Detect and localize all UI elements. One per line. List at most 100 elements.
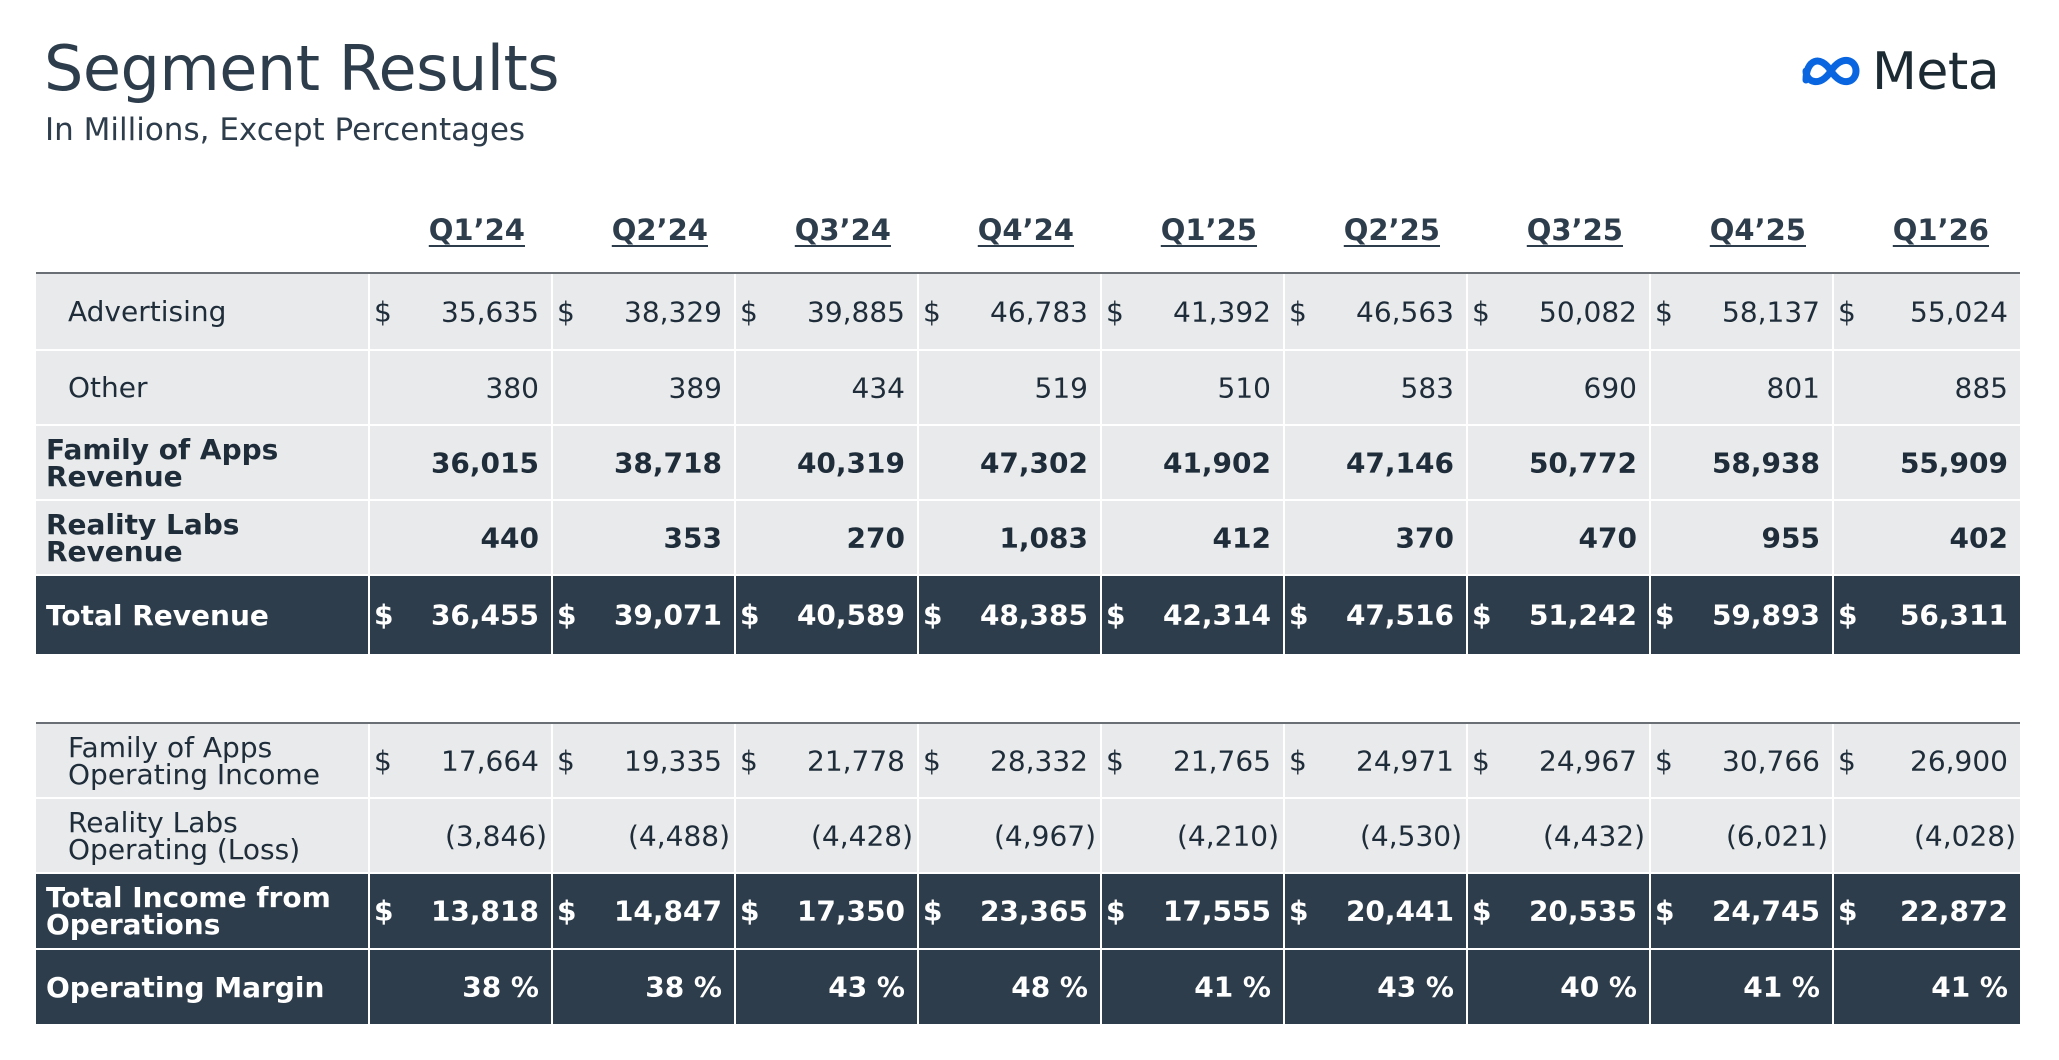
value-cell: 36,015 xyxy=(370,426,553,499)
currency-symbol: $ xyxy=(1106,744,1124,777)
cell-value: 21,778 xyxy=(807,744,905,777)
value-cell: 801 xyxy=(1651,351,1834,424)
cell-value: 39,071 xyxy=(613,598,722,632)
cell-value: 30,766 xyxy=(1722,744,1820,777)
value-cell: $51,242 xyxy=(1468,576,1651,654)
value-cell: $47,516 xyxy=(1285,576,1468,654)
currency-symbol: $ xyxy=(740,295,758,328)
value-cell: 41,902 xyxy=(1102,426,1285,499)
row-label: Other xyxy=(68,371,148,404)
row-label-cell: Reality Labs Revenue xyxy=(36,501,370,574)
cell-value: 41,392 xyxy=(1173,295,1271,328)
column-header-row: Q1’24 Q2’24 Q3’24 Q4’24 Q1’25 Q2’25 Q3’25 Q4’25… xyxy=(0,213,2059,263)
cell-value: 28,332 xyxy=(990,744,1088,777)
cell-value: 50,772 xyxy=(1528,446,1637,479)
value-cell: $42,314 xyxy=(1102,576,1285,654)
cell-value: 801 xyxy=(1766,371,1820,404)
row-label-cell: Reality Labs Operating (Loss) xyxy=(36,799,370,872)
value-cell: $38,329 xyxy=(553,274,736,349)
currency-symbol: $ xyxy=(1289,598,1309,632)
row-label-cell: Other xyxy=(36,351,370,424)
currency-symbol: $ xyxy=(1655,894,1675,928)
currency-symbol: $ xyxy=(923,598,943,632)
row-label-cell: Family of Apps Revenue xyxy=(36,426,370,499)
value-cell: 380 xyxy=(370,351,553,424)
cell-value: 22,872 xyxy=(1899,894,2008,928)
value-cell: 38,718 xyxy=(553,426,736,499)
currency-symbol: $ xyxy=(374,744,392,777)
value-cell: (4,488) xyxy=(553,799,736,872)
cell-value: 50,082 xyxy=(1539,295,1637,328)
cell-value: 13,818 xyxy=(430,894,539,928)
cell-value: 434 xyxy=(851,371,905,404)
value-cell: $35,635 xyxy=(370,274,553,349)
currency-symbol: $ xyxy=(740,894,760,928)
value-cell: $56,311 xyxy=(1834,576,2020,654)
currency-symbol: $ xyxy=(1472,598,1492,632)
cell-value: 690 xyxy=(1583,371,1637,404)
value-cell: $30,766 xyxy=(1651,724,1834,797)
currency-symbol: $ xyxy=(1289,894,1309,928)
value-cell: $46,783 xyxy=(919,274,1102,349)
cell-value: 402 xyxy=(1949,521,2008,554)
currency-symbol: $ xyxy=(1106,894,1126,928)
cell-value: 412 xyxy=(1212,521,1271,554)
value-cell: $41,392 xyxy=(1102,274,1285,349)
value-cell: 41 % xyxy=(1834,950,2020,1024)
value-cell: 434 xyxy=(736,351,919,424)
cell-value: 1,083 xyxy=(999,521,1088,554)
cell-value: 46,783 xyxy=(990,295,1088,328)
cell-value: 41 % xyxy=(1194,970,1271,1004)
value-cell: $24,971 xyxy=(1285,724,1468,797)
value-cell: (4,210) xyxy=(1102,799,1285,872)
cell-value: 17,555 xyxy=(1162,894,1271,928)
currency-symbol: $ xyxy=(1472,744,1490,777)
cell-value: 20,441 xyxy=(1345,894,1454,928)
cell-value: 38 % xyxy=(462,970,539,1004)
value-cell: $21,778 xyxy=(736,724,919,797)
meta-wordmark: Meta xyxy=(1872,42,2000,102)
cell-value: 955 xyxy=(1761,521,1820,554)
row-label: Operating Margin xyxy=(46,970,325,1004)
column-header: Q1’24 xyxy=(370,213,525,247)
value-cell: 583 xyxy=(1285,351,1468,424)
cell-value: 38 % xyxy=(645,970,722,1004)
column-header-label: Q4’25 xyxy=(1709,213,1806,247)
value-cell: $55,024 xyxy=(1834,274,2020,349)
value-cell: 519 xyxy=(919,351,1102,424)
value-cell: $24,745 xyxy=(1651,874,1834,948)
value-cell: $17,350 xyxy=(736,874,919,948)
value-cell: 370 xyxy=(1285,501,1468,574)
currency-symbol: $ xyxy=(557,744,575,777)
cell-value: 270 xyxy=(846,521,905,554)
cell-value: (6,021) xyxy=(1725,819,1828,852)
table-row: Reality Labs Revenue 440 353 270 1,083 412 370… xyxy=(36,501,2020,574)
cell-value: 19,335 xyxy=(624,744,722,777)
cell-value: (4,210) xyxy=(1176,819,1279,852)
value-cell: 510 xyxy=(1102,351,1285,424)
cell-value: 17,664 xyxy=(441,744,539,777)
column-header: Q2’25 xyxy=(1285,213,1440,247)
value-cell: $20,441 xyxy=(1285,874,1468,948)
cell-value: 510 xyxy=(1217,371,1271,404)
value-cell: $39,885 xyxy=(736,274,919,349)
currency-symbol: $ xyxy=(1655,744,1673,777)
cell-value: 36,455 xyxy=(430,598,539,632)
value-cell: $48,385 xyxy=(919,576,1102,654)
value-cell: 270 xyxy=(736,501,919,574)
cell-value: (4,530) xyxy=(1359,819,1462,852)
currency-symbol: $ xyxy=(1838,894,1858,928)
table2-rule xyxy=(36,722,2020,724)
value-cell: 38 % xyxy=(553,950,736,1024)
currency-symbol: $ xyxy=(1838,598,1858,632)
cell-value: 47,516 xyxy=(1345,598,1454,632)
cell-value: 41 % xyxy=(1931,970,2008,1004)
cell-value: 41,902 xyxy=(1162,446,1271,479)
currency-symbol: $ xyxy=(740,744,758,777)
currency-symbol: $ xyxy=(1472,295,1490,328)
value-cell: $17,664 xyxy=(370,724,553,797)
column-header: Q1’26 xyxy=(1834,213,1989,247)
column-header-label: Q3’24 xyxy=(794,213,891,247)
value-cell: 43 % xyxy=(1285,950,1468,1024)
value-cell: $13,818 xyxy=(370,874,553,948)
